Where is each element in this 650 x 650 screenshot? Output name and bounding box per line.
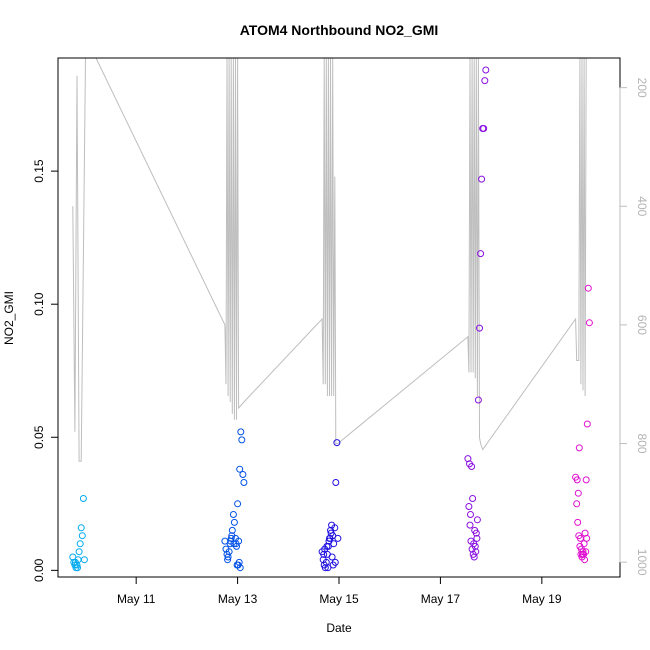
- data-point: [327, 529, 335, 537]
- data-point: [469, 495, 477, 502]
- data-point: [320, 550, 328, 558]
- data-point: [76, 540, 84, 548]
- data-point: [235, 558, 243, 566]
- y-tick-label: 0.05: [32, 425, 46, 449]
- data-point: [478, 175, 486, 183]
- y-axis-left: 0.00 0.05 0.10 0.15: [32, 159, 58, 582]
- data-point: [473, 534, 481, 542]
- data-point: [224, 553, 232, 561]
- data-point: [240, 479, 248, 486]
- data-point: [573, 500, 581, 508]
- data-point: [471, 526, 479, 534]
- data-point: [582, 548, 590, 556]
- x-axis: May 11 May 13 May 15 May 17 May 19: [117, 577, 562, 606]
- y-tick-label: 0.10: [32, 292, 46, 316]
- y-tick-label: 0.00: [32, 558, 46, 582]
- data-point: [227, 534, 235, 542]
- data-point: [470, 540, 478, 548]
- y2-tick-label: 200: [635, 78, 649, 98]
- data-point: [232, 540, 240, 548]
- x-tick-label: May 19: [522, 592, 562, 606]
- data-point: [239, 471, 247, 478]
- data-point: [481, 77, 489, 85]
- data-point: [465, 503, 473, 510]
- x-tick-label: May 13: [218, 592, 258, 606]
- data-point: [480, 125, 488, 132]
- data-point: [472, 548, 480, 556]
- data-point: [583, 534, 591, 542]
- data-point: [575, 444, 583, 452]
- data-point: [229, 511, 237, 518]
- data-point: [321, 564, 329, 572]
- data-point: [237, 428, 245, 436]
- data-point: [474, 396, 482, 404]
- y-tick-label: 0.15: [32, 159, 46, 183]
- x-tick-label: May 11: [117, 592, 156, 606]
- data-point: [333, 439, 341, 447]
- x-tick-label: May 17: [421, 592, 461, 606]
- x-tick-label: May 15: [319, 592, 359, 606]
- data-point: [224, 556, 232, 564]
- data-point: [574, 518, 582, 526]
- data-point: [328, 553, 336, 561]
- data-point: [582, 476, 590, 484]
- data-point: [482, 66, 490, 74]
- data-point: [477, 250, 485, 258]
- y2-tick-label: 600: [635, 315, 649, 335]
- data-point: [228, 526, 236, 534]
- data-point: [331, 558, 339, 566]
- data-point: [78, 532, 86, 540]
- data-point: [80, 556, 88, 564]
- data-point: [466, 521, 474, 529]
- pressure-trace: [72, 58, 587, 462]
- data-point: [467, 511, 474, 518]
- data-point: [79, 495, 87, 502]
- data-point: [574, 489, 582, 497]
- data-point: [77, 524, 85, 532]
- data-point: [331, 524, 339, 532]
- data-point: [234, 500, 242, 508]
- data-point: [334, 534, 342, 542]
- plot-frame: [57, 57, 621, 578]
- data-point: [468, 463, 476, 470]
- data-point: [473, 516, 481, 524]
- chart-title: ATOM4 Northbound NO2_GMI: [240, 22, 439, 38]
- data-point: [581, 556, 589, 564]
- data-point: [74, 564, 81, 572]
- x-axis-label: Date: [326, 621, 352, 635]
- data-point: [573, 476, 581, 484]
- data-points: [69, 66, 593, 572]
- data-point: [585, 319, 593, 327]
- y-axis-right: 200 400 600 800 1000: [619, 78, 649, 576]
- data-point: [476, 324, 483, 332]
- data-point: [326, 534, 334, 542]
- y2-tick-label: 400: [635, 196, 649, 216]
- y-axis-label: NO2_GMI: [2, 291, 16, 345]
- data-point: [324, 564, 332, 572]
- data-point: [230, 518, 238, 526]
- data-point: [583, 420, 591, 428]
- data-point: [225, 548, 233, 556]
- y2-tick-label: 800: [635, 434, 649, 454]
- data-point: [332, 479, 340, 486]
- data-point: [584, 284, 592, 292]
- y2-tick-label: 1000: [635, 549, 649, 576]
- pressure-trace-line: [72, 58, 587, 462]
- data-point: [238, 436, 246, 444]
- data-point: [236, 465, 244, 473]
- data-point: [75, 548, 83, 556]
